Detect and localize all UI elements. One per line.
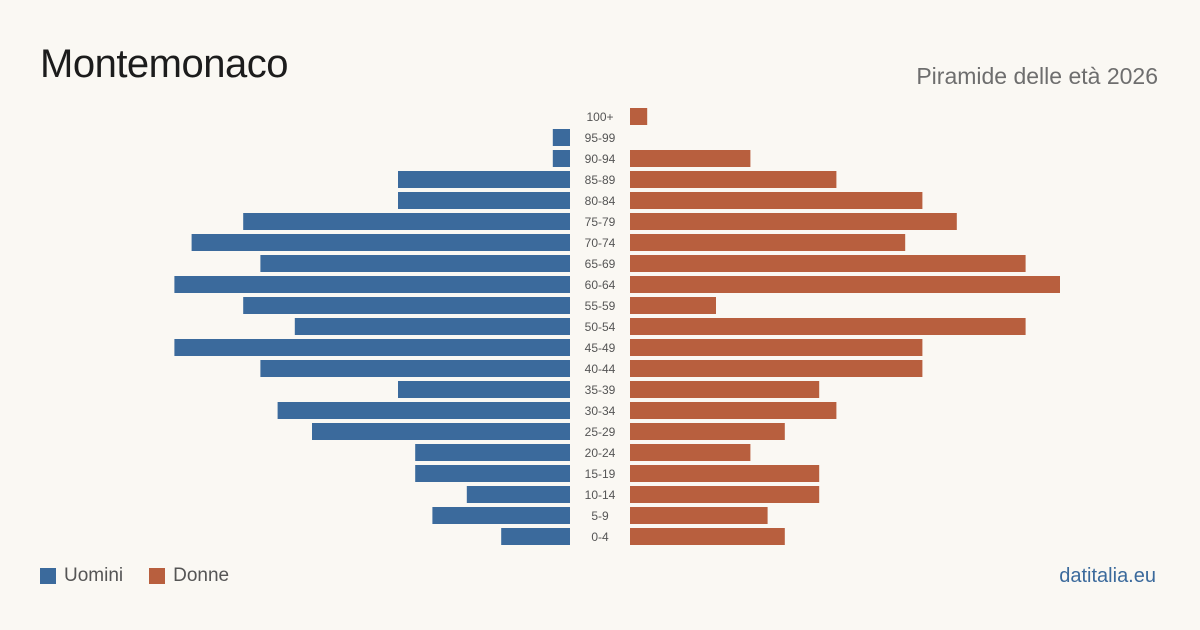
chart-subtitle: Piramide delle età 2026 bbox=[916, 63, 1158, 89]
age-label-45-49: 45-49 bbox=[585, 341, 616, 355]
chart-legend: Uomini Donne bbox=[40, 565, 255, 587]
bar-women-25-29 bbox=[630, 423, 785, 440]
bar-women-50-54 bbox=[630, 318, 1026, 335]
bar-women-45-49 bbox=[630, 339, 923, 356]
age-label-70-74: 70-74 bbox=[585, 236, 616, 250]
bar-men-70-74 bbox=[191, 234, 570, 251]
bar-men-60-64 bbox=[174, 276, 570, 293]
bar-men-95-99 bbox=[552, 129, 570, 146]
age-label-80-84: 80-84 bbox=[585, 194, 616, 208]
bar-women-60-64 bbox=[630, 276, 1060, 293]
legend-swatch-women bbox=[149, 568, 166, 584]
bar-women-15-19 bbox=[630, 465, 820, 482]
bar-men-0-4 bbox=[501, 528, 570, 545]
age-label-50-54: 50-54 bbox=[585, 320, 616, 334]
age-label-65-69: 65-69 bbox=[585, 257, 616, 271]
age-label-95-99: 95-99 bbox=[585, 131, 616, 145]
age-label-20-24: 20-24 bbox=[585, 446, 616, 460]
age-label-0-4: 0-4 bbox=[591, 530, 609, 544]
bar-women-5-9 bbox=[630, 507, 768, 524]
age-label-10-14: 10-14 bbox=[585, 488, 616, 502]
age-label-35-39: 35-39 bbox=[585, 383, 616, 397]
bar-men-65-69 bbox=[260, 255, 570, 272]
legend-swatch-men bbox=[40, 568, 56, 584]
legend-item-women: Donne bbox=[149, 565, 229, 587]
bar-men-15-19 bbox=[415, 465, 570, 482]
age-label-85-89: 85-89 bbox=[585, 173, 616, 187]
bar-men-80-84 bbox=[398, 192, 570, 209]
bar-women-55-59 bbox=[630, 297, 716, 314]
bar-men-5-9 bbox=[432, 507, 570, 524]
bar-women-65-69 bbox=[630, 255, 1026, 272]
age-label-55-59: 55-59 bbox=[585, 299, 616, 313]
source-link[interactable]: datitalia.eu bbox=[1059, 565, 1156, 587]
bar-men-25-29 bbox=[312, 423, 570, 440]
legend-label-men: Uomini bbox=[64, 565, 124, 586]
age-label-25-29: 25-29 bbox=[585, 425, 616, 439]
age-label-5-9: 5-9 bbox=[591, 509, 609, 523]
bar-men-10-14 bbox=[466, 486, 570, 503]
bar-women-70-74 bbox=[630, 234, 906, 251]
age-label-60-64: 60-64 bbox=[585, 278, 616, 292]
bar-women-0-4 bbox=[630, 528, 785, 545]
bar-men-90-94 bbox=[552, 150, 570, 167]
bar-men-35-39 bbox=[398, 381, 570, 398]
legend-label-women: Donne bbox=[173, 565, 230, 586]
bar-men-50-54 bbox=[294, 318, 570, 335]
bar-men-30-34 bbox=[277, 402, 570, 419]
age-label-90-94: 90-94 bbox=[585, 152, 616, 166]
bar-women-30-34 bbox=[630, 402, 837, 419]
bar-men-75-79 bbox=[243, 213, 570, 230]
age-label-30-34: 30-34 bbox=[585, 404, 616, 418]
bar-men-20-24 bbox=[415, 444, 570, 461]
bar-women-20-24 bbox=[630, 444, 751, 461]
bar-men-55-59 bbox=[243, 297, 570, 314]
age-label-100+: 100+ bbox=[586, 110, 613, 124]
bar-women-35-39 bbox=[630, 381, 820, 398]
age-label-40-44: 40-44 bbox=[585, 362, 616, 376]
bar-men-45-49 bbox=[174, 339, 570, 356]
age-label-75-79: 75-79 bbox=[585, 215, 616, 229]
age-label-15-19: 15-19 bbox=[585, 467, 616, 481]
bar-men-40-44 bbox=[260, 360, 570, 377]
bar-women-10-14 bbox=[630, 486, 820, 503]
bar-women-40-44 bbox=[630, 360, 923, 377]
bar-women-85-89 bbox=[630, 171, 837, 188]
bar-women-100+ bbox=[630, 108, 648, 125]
bar-men-85-89 bbox=[398, 171, 570, 188]
bar-women-80-84 bbox=[630, 192, 923, 209]
bar-women-75-79 bbox=[630, 213, 957, 230]
bar-women-90-94 bbox=[630, 150, 751, 167]
page-title: Montemonaco bbox=[40, 42, 288, 86]
legend-item-men: Uomini bbox=[40, 565, 123, 587]
